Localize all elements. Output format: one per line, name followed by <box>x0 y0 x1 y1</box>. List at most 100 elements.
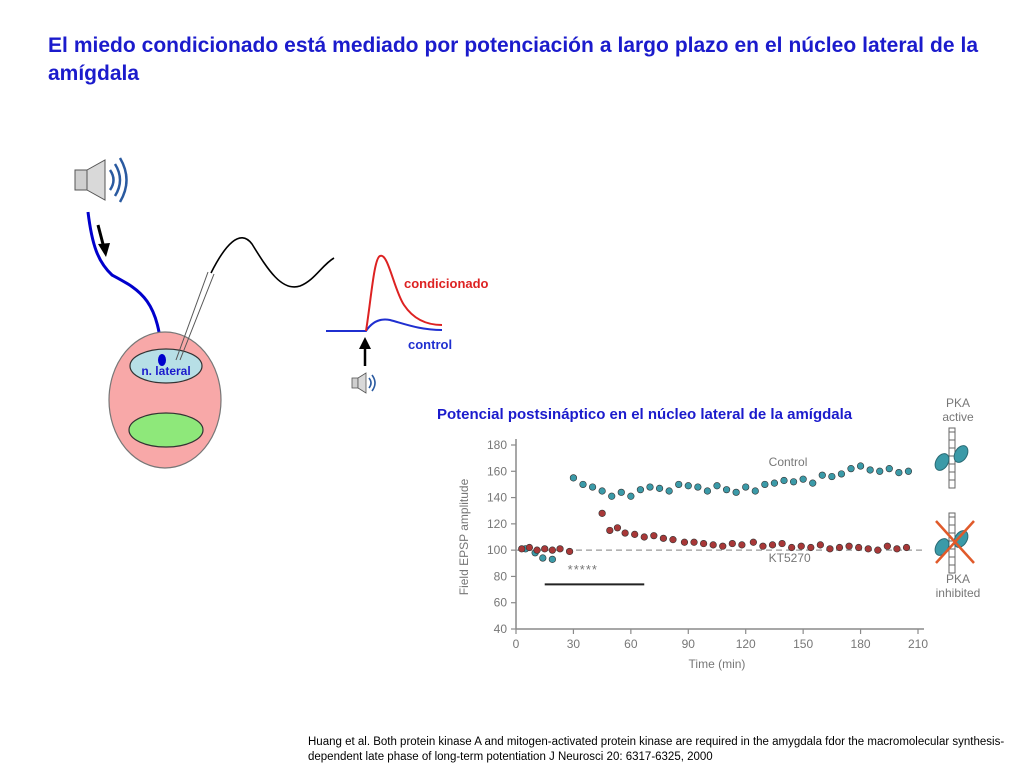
data-point <box>640 533 648 541</box>
ltp-chart: Potencial postsináptico en el núcleo lat… <box>437 396 980 671</box>
stimulus-arrow <box>96 224 110 257</box>
data-point <box>690 538 698 546</box>
data-point <box>789 478 798 486</box>
series-label-control: Control <box>769 455 808 469</box>
data-point <box>556 545 564 553</box>
x-tick-label: 30 <box>567 637 581 651</box>
data-point <box>569 474 578 482</box>
slide-title: El miedo condicionado está mediado por p… <box>48 34 978 85</box>
data-point <box>518 545 526 553</box>
data-point <box>675 480 683 489</box>
data-point <box>631 530 639 538</box>
data-point <box>703 487 712 495</box>
data-point <box>788 543 796 552</box>
y-tick-label: 160 <box>487 464 507 478</box>
pka-active-icon <box>934 427 969 489</box>
data-point <box>799 475 807 483</box>
data-point <box>885 465 893 473</box>
data-point <box>650 532 658 540</box>
data-point <box>627 492 635 500</box>
data-point <box>749 538 757 546</box>
pka-active-label: PKA active <box>942 396 974 424</box>
data-point <box>818 471 826 479</box>
data-point <box>759 542 767 550</box>
data-point <box>876 467 884 475</box>
data-point <box>742 483 750 491</box>
data-point <box>598 509 606 517</box>
y-tick-label: 120 <box>487 517 507 531</box>
chart-title: Potencial postsináptico en el núcleo lat… <box>437 406 853 423</box>
data-point <box>719 542 727 550</box>
stimulus-onset-arrow <box>359 337 371 366</box>
conditioned-label: condicionado <box>404 276 489 291</box>
data-point <box>883 542 891 550</box>
x-tick-label: 0 <box>513 637 520 651</box>
x-tick-label: 210 <box>908 637 928 651</box>
y-tick-label: 40 <box>494 622 508 636</box>
y-tick-label: 140 <box>487 491 507 505</box>
data-point <box>588 483 597 491</box>
data-point <box>606 526 614 535</box>
data-point <box>598 487 606 495</box>
data-point <box>525 543 533 552</box>
data-point <box>874 546 882 554</box>
drug-label: KT5270 <box>769 551 811 565</box>
data-point <box>579 480 587 489</box>
data-point <box>713 482 721 490</box>
data-point <box>761 480 769 489</box>
pka-inhibited-icon <box>934 512 975 574</box>
data-point <box>728 539 736 548</box>
data-point <box>646 483 654 491</box>
data-point <box>855 543 863 552</box>
data-point <box>807 543 815 552</box>
data-point <box>847 465 855 473</box>
data-point <box>680 538 689 546</box>
control-trace <box>326 318 443 332</box>
y-tick-label: 180 <box>487 438 507 452</box>
data-point <box>864 545 872 553</box>
data-point <box>809 479 817 487</box>
data-point <box>655 484 664 492</box>
data-point <box>636 486 645 494</box>
data-point <box>669 536 677 544</box>
x-axis-label: Time (min) <box>689 657 746 671</box>
recording-electrode <box>175 237 335 361</box>
data-point <box>895 468 903 477</box>
x-tick-label: 120 <box>736 637 756 651</box>
data-point <box>845 542 853 550</box>
nucleus-label: n. lateral <box>141 364 190 378</box>
data-point <box>694 483 702 491</box>
speaker-icon <box>74 157 128 203</box>
citation: Huang et al. Both protein kinase A and m… <box>308 736 1005 763</box>
data-point <box>835 543 844 552</box>
data-point <box>816 541 824 549</box>
data-point <box>893 545 901 553</box>
data-point <box>659 534 667 542</box>
y-tick-label: 100 <box>487 543 507 557</box>
data-point <box>751 487 759 495</box>
control-label: control <box>408 337 452 352</box>
data-point <box>684 482 692 490</box>
auditory-pathway <box>86 211 164 363</box>
basal-nucleus <box>128 412 204 448</box>
x-tick-label: 150 <box>793 637 813 651</box>
data-point <box>902 543 911 552</box>
conditioned-trace <box>365 254 443 332</box>
data-point <box>621 529 629 537</box>
data-point <box>541 545 549 553</box>
kinase-subunit <box>953 445 969 463</box>
data-point <box>738 541 746 549</box>
data-point <box>828 472 836 481</box>
data-point <box>533 546 541 554</box>
y-axis-label: Field EPSP amplitude <box>457 478 471 595</box>
data-point <box>856 462 865 470</box>
y-tick-label: 60 <box>494 596 508 610</box>
x-tick-label: 90 <box>682 637 696 651</box>
data-point <box>700 539 708 548</box>
data-point <box>617 488 625 496</box>
data-point <box>548 546 556 554</box>
data-point <box>904 467 913 475</box>
data-point <box>665 487 673 495</box>
data-point <box>548 555 556 563</box>
